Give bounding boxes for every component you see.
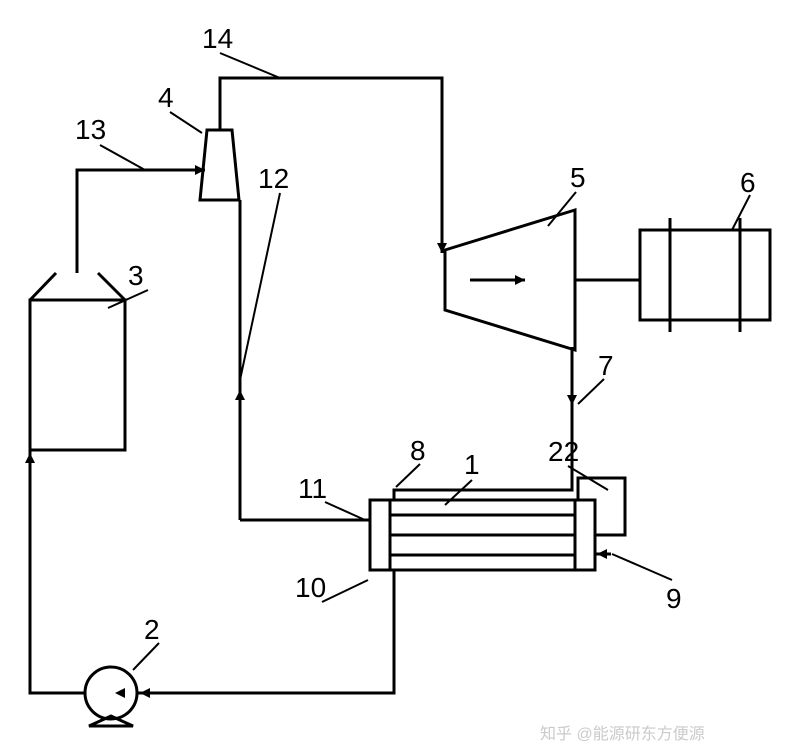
label-9: 9 (666, 583, 682, 615)
label-2: 2 (144, 614, 160, 646)
label-8: 8 (410, 435, 426, 467)
label-1: 1 (464, 449, 480, 481)
label-4: 4 (158, 82, 174, 114)
watermark: 知乎 @能源研东方便源 (540, 720, 705, 744)
label-12: 12 (258, 163, 289, 195)
label-3: 3 (128, 260, 144, 292)
label-22: 22 (548, 436, 579, 468)
label-13: 13 (75, 114, 106, 146)
label-14: 14 (202, 23, 233, 55)
process-flow-diagram (0, 0, 808, 746)
label-7: 7 (598, 350, 614, 382)
label-5: 5 (570, 162, 586, 194)
label-10: 10 (295, 572, 326, 604)
label-11: 11 (298, 473, 327, 505)
label-6: 6 (740, 167, 756, 199)
